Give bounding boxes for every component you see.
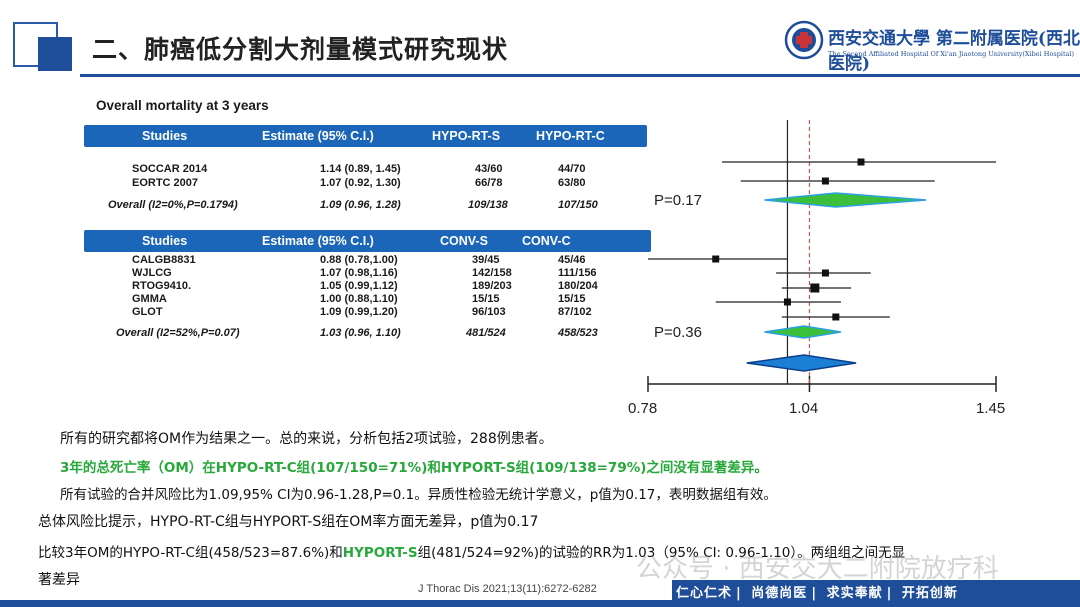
table2-header: Studies Estimate (95% C.I.) CONV-S CONV-… — [84, 230, 651, 252]
citation: J Thorac Dis 2021;13(11):6272-6282 — [418, 583, 597, 595]
header-square-fill — [38, 37, 72, 71]
x-tick-label: 0.78 — [628, 400, 658, 417]
table2-col-studies: Studies — [142, 234, 188, 248]
watermark: 公众号 · 西安交大二附院放疗科 — [636, 554, 999, 584]
table-row: SOCCAR 2014 1.14 (0.89, 1.45) 43/60 44/7… — [132, 163, 586, 175]
study-point — [821, 177, 829, 185]
slide-title: 二、肺癌低分割大剂量模式研究现状 — [92, 35, 509, 64]
forest-plot-figure: Overall mortality at 3 years Studies Est… — [80, 92, 1020, 418]
p-value-group1: P=0.17 — [654, 192, 702, 209]
table-row: CALGB8831 0.88 (0.78,1.00) 39/45 45/46 — [132, 254, 586, 266]
study-point — [832, 313, 840, 321]
footer-motto: 仁心仁术 | 尚德尚医 | 求实奉献 | 开拓创新 — [672, 580, 1080, 607]
table1-col-hypo-s: HYPO-RT-S — [432, 129, 501, 143]
table-row: RTOG9410. 1.05 (0.99,1.12) 189/203 180/2… — [132, 280, 598, 292]
body-line-1: 所有的研究都将OM作为结果之一。总的来说，分析包括2项试验，288例患者。 — [60, 431, 553, 447]
study-point — [857, 158, 865, 166]
study-point — [821, 269, 829, 277]
table2-col-estimate: Estimate (95% C.I.) — [262, 234, 374, 248]
hospital-logo-icon — [784, 20, 824, 60]
footer-bar — [0, 600, 1080, 607]
hospital-name-en: The Second Affiliated Hospital Of Xi'an … — [828, 50, 1075, 58]
study-point — [783, 298, 791, 306]
table-row: WJLCG 1.07 (0.98,1.16) 142/158 111/156 — [132, 267, 597, 279]
study-point — [712, 255, 720, 263]
table2-overall-row: Overall (I2=52%,P=0.07) 1.03 (0.96, 1.10… — [116, 327, 598, 339]
p-value-group2: P=0.36 — [654, 324, 702, 341]
table2-col-conv-c: CONV-C — [522, 234, 571, 248]
figure-title: Overall mortality at 3 years — [96, 98, 269, 113]
body-line-2-highlight: 3年的总死亡率（OM）在HYPO-RT-C组(107/150=71%)和HYPO… — [60, 460, 768, 476]
body-line-3: 所有试验的合并风险比为1.09,95% CI为0.96-1.28,P=0.1。异… — [60, 487, 777, 503]
table-row: EORTC 2007 1.07 (0.92, 1.30) 66/78 63/80 — [132, 177, 586, 189]
table1-overall-row: Overall (I2=0%,P=0.1794) 1.09 (0.96, 1.2… — [108, 199, 598, 211]
body-line-5: 比较3年OM的HYPO-RT-C组(458/523=87.6%)和HYPORT-… — [38, 545, 906, 561]
study-point — [810, 283, 820, 293]
x-tick-label: 1.45 — [976, 400, 1006, 417]
forest-plot-svg — [647, 120, 997, 392]
table1-col-studies: Studies — [142, 129, 188, 143]
table1-header: Studies Estimate (95% C.I.) HYPO-RT-S HY… — [84, 125, 647, 147]
table-row: GLOT 1.09 (0.99,1.20) 96/103 87/102 — [132, 306, 592, 318]
overall-diamond-group2 — [764, 325, 842, 339]
body-line-4: 总体风险比提示，HYPO-RT-C组与HYPORT-S组在OM率方面无差异，p值… — [38, 514, 539, 530]
x-tick-label: 1.04 — [789, 400, 819, 417]
combined-diamond — [746, 354, 857, 372]
hospital-name-cn: 西安交通大學 第二附属医院(西北医院) — [828, 29, 1080, 74]
table2-col-conv-s: CONV-S — [440, 234, 488, 248]
body-line-6: 著差异 — [38, 572, 80, 588]
table1-col-estimate: Estimate (95% C.I.) — [262, 129, 374, 143]
table-row: GMMA 1.00 (0.88,1.10) 15/15 15/15 — [132, 293, 586, 305]
overall-diamond-group1 — [764, 192, 927, 208]
header-rule — [80, 74, 1080, 77]
table1-col-hypo-c: HYPO-RT-C — [536, 129, 605, 143]
